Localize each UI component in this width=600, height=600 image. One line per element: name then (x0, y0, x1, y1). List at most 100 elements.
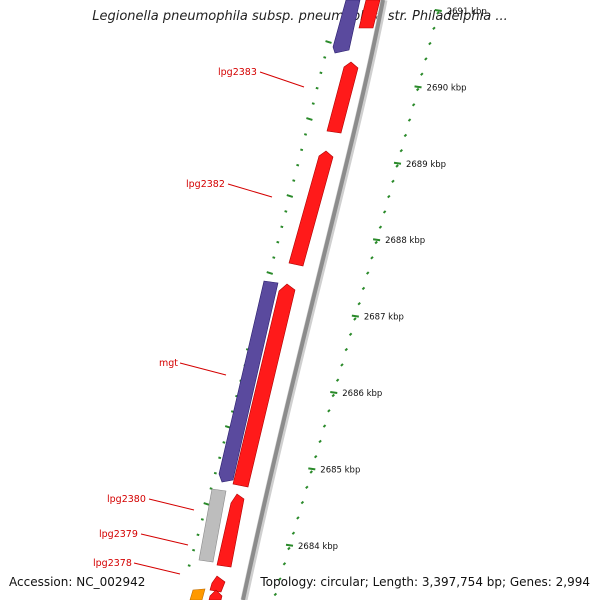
inner-tick (325, 40, 332, 44)
tick-minor (300, 500, 305, 505)
tick-major (372, 238, 381, 242)
inner-tick (192, 548, 196, 552)
tick-minor (273, 592, 278, 597)
inner-tick (311, 102, 315, 105)
inner-tick (272, 256, 276, 259)
accession-text: Accession: NC_002942 (9, 575, 146, 589)
gene-label-lpg2383: lpg2383 (218, 67, 257, 78)
gene-forward-small-a (209, 575, 226, 593)
gene-label-lpg2379: lpg2379 (99, 529, 138, 540)
backbone (241, 0, 385, 600)
tick-major (330, 391, 338, 394)
tick-minor (370, 256, 374, 260)
tick-minor (366, 271, 370, 275)
tick-minor (357, 301, 361, 306)
gene-forward-top (358, 0, 381, 29)
tick-label: 2690 kbp (427, 83, 467, 93)
tick-minor (322, 424, 327, 428)
leader-lpg2383 (259, 71, 305, 88)
tick-major (351, 314, 359, 318)
leader-lpg2380 (148, 498, 195, 511)
tick-minor (305, 485, 309, 490)
inner-tick (303, 133, 308, 136)
gene-label-lpg2380: lpg2380 (107, 494, 146, 505)
tick-label: 2687 kbp (364, 313, 404, 323)
leader-lpg2378 (133, 562, 181, 575)
gene-forward-small-b (208, 589, 223, 600)
tick-minor (391, 179, 395, 184)
gene-label-lpg2378: lpg2378 (93, 558, 132, 569)
inner-tick (222, 441, 226, 444)
inner-tick (196, 533, 200, 537)
tick-minor (353, 317, 357, 321)
tick-minor (340, 363, 344, 367)
tick-label: 2685 kbp (320, 465, 360, 475)
gene-label-lpg2382: lpg2382 (186, 179, 225, 190)
tick-minor (374, 240, 378, 245)
tick-major (393, 161, 402, 165)
tick-minor (331, 393, 335, 398)
tick-minor (313, 454, 318, 459)
tick-minor (416, 87, 420, 92)
tick-minor (309, 470, 313, 474)
tick-label: 2691 kbp (447, 7, 487, 17)
gene-label-mgt: mgt (159, 358, 178, 369)
inner-tick (315, 86, 319, 90)
inner-tick (203, 502, 210, 506)
gene-forward-large (232, 283, 296, 488)
tick-major (414, 85, 422, 89)
inner-tick (280, 225, 284, 229)
tick-minor (395, 164, 399, 168)
tick-minor (335, 378, 340, 382)
tick-minor (291, 531, 296, 535)
tick-minor (407, 118, 412, 122)
gene-mgt (218, 280, 279, 483)
tick-minor (424, 57, 428, 61)
tick-label: 2684 kbp (298, 542, 338, 552)
tick-minor (387, 194, 391, 199)
tick-minor (327, 409, 331, 413)
inner-tick (296, 163, 300, 167)
genome-summary: Topology: circular; Length: 3,397,754 bp… (260, 575, 590, 589)
inner-tick (300, 148, 304, 152)
tick-label: 2686 kbp (342, 389, 382, 399)
tick-labels: 2691 kbp 2690 kbp 2689 kbp 2688 kbp 2687 kbp… (298, 7, 487, 552)
tick-minor (436, 11, 440, 15)
leader-mgt (179, 362, 227, 376)
inner-tick (276, 240, 280, 244)
tick-minor (428, 41, 432, 46)
gene-orange (189, 588, 206, 600)
tick-minor (348, 332, 353, 337)
leader-lpg2379 (140, 533, 189, 546)
outer-tick-track (273, 9, 442, 597)
inner-tick (218, 456, 222, 460)
inner-tick (284, 210, 288, 213)
inner-tick (323, 56, 327, 59)
tick-minor (378, 225, 383, 229)
inner-tick (266, 271, 274, 275)
inner-tick (292, 179, 296, 182)
tick-minor (296, 516, 300, 520)
tick-minor (287, 546, 291, 551)
tick-minor (361, 286, 366, 291)
gene-reverse-top (332, 0, 361, 54)
inner-tick (200, 518, 204, 521)
tick-major (285, 543, 294, 547)
inner-tick (319, 71, 323, 75)
tick-label: 2689 kbp (406, 160, 446, 170)
leader-lpg2382 (227, 183, 273, 198)
tick-major (308, 467, 316, 471)
tick-minor (399, 148, 403, 153)
inner-tick (187, 564, 191, 567)
gene-lpg2383 (326, 61, 359, 134)
tick-minor (318, 439, 322, 444)
tick-label: 2688 kbp (385, 236, 425, 246)
gene-forward-lpg2380 (216, 493, 245, 568)
tick-minor (403, 133, 408, 138)
inner-tick (306, 117, 313, 121)
tick-minor (382, 210, 387, 214)
tick-minor (282, 562, 287, 566)
inner-tick (286, 194, 294, 198)
inner-tick (213, 471, 217, 475)
